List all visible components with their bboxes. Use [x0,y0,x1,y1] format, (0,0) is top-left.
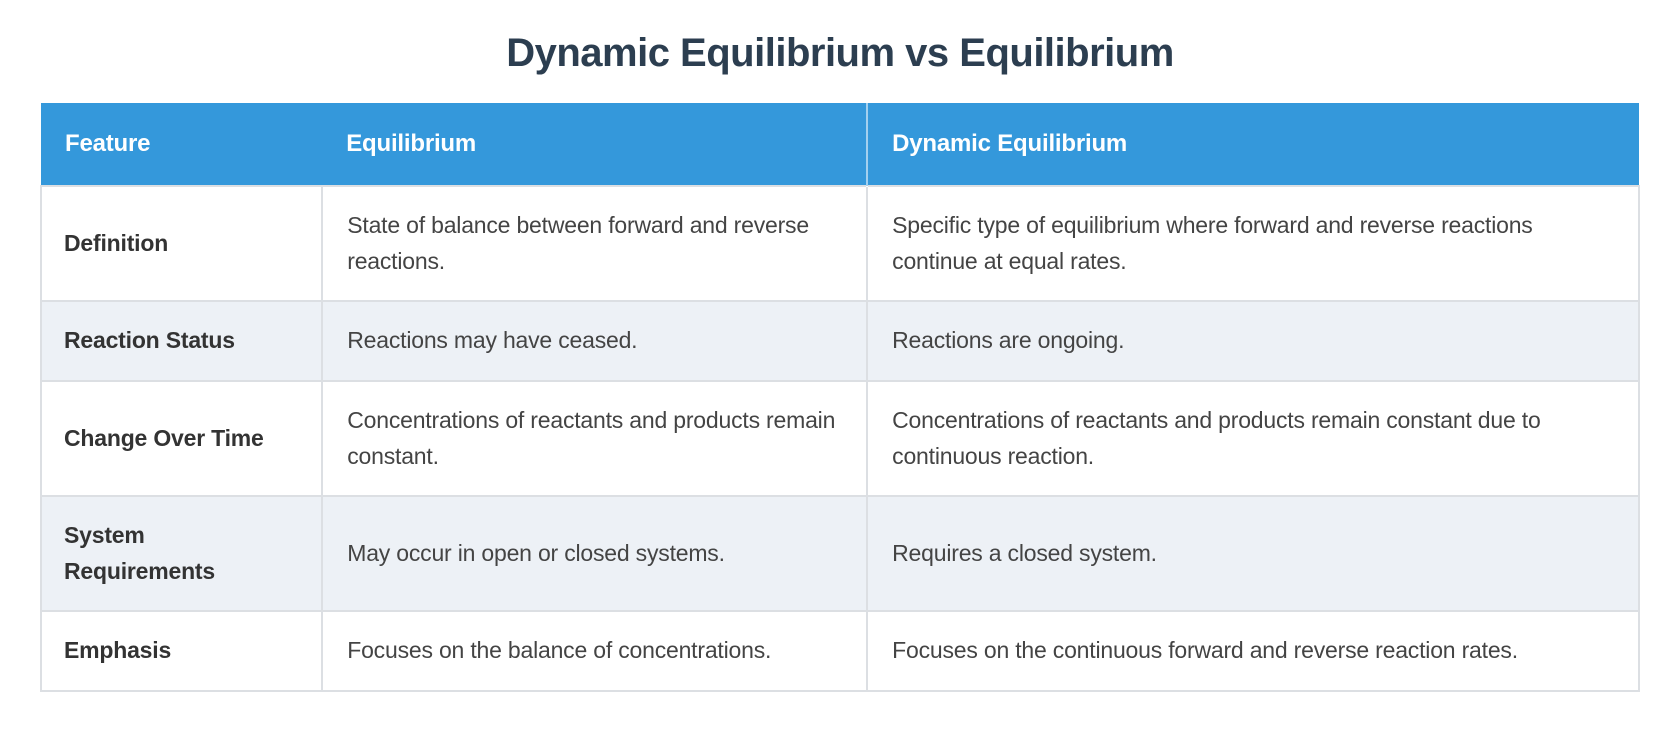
cell-system-requirements-dynamic-equilibrium: Requires a closed system. [866,495,1640,613]
row-label-definition: Definition [39,184,324,303]
cell-system-requirements-equilibrium: May occur in open or closed systems. [321,495,869,613]
cell-reaction-status-equilibrium: Reactions may have ceased. [321,300,869,382]
cell-change-over-time-dynamic-equilibrium: Concentrations of reactants and products… [866,379,1640,498]
table-row-definition: Definition State of balance between forw… [39,184,1640,303]
cell-definition-equilibrium: State of balance between forward and rev… [321,184,869,303]
column-header-feature: Feature [41,103,323,186]
cell-definition-dynamic-equilibrium: Specific type of equilibrium where forwa… [866,184,1640,303]
row-label-system-requirements: System Requirements [39,495,324,613]
cell-emphasis-equilibrium: Focuses on the balance of concentrations… [321,610,869,693]
cell-emphasis-dynamic-equilibrium: Focuses on the continuous forward and re… [866,610,1640,693]
table-row-system-requirements: System Requirements May occur in open or… [39,495,1640,613]
row-label-reaction-status: Reaction Status [39,300,324,382]
table-row-emphasis: Emphasis Focuses on the balance of conce… [39,610,1640,693]
row-label-emphasis: Emphasis [39,610,324,693]
table-row-change-over-time: Change Over Time Concentrations of react… [39,379,1640,498]
row-label-change-over-time: Change Over Time [39,379,324,498]
page-title: Dynamic Equilibrium vs Equilibrium [506,31,1174,75]
table-header-row: Feature Equilibrium Dynamic Equilibrium [41,103,1639,186]
comparison-table: Feature Equilibrium Dynamic Equilibrium … [39,103,1640,693]
column-header-equilibrium: Equilibrium [322,103,868,186]
cell-change-over-time-equilibrium: Concentrations of reactants and products… [321,379,869,498]
column-header-dynamic-equilibrium: Dynamic Equilibrium [866,103,1639,186]
cell-reaction-status-dynamic-equilibrium: Reactions are ongoing. [866,300,1640,382]
table-row-reaction-status: Reaction Status Reactions may have cease… [39,300,1640,382]
